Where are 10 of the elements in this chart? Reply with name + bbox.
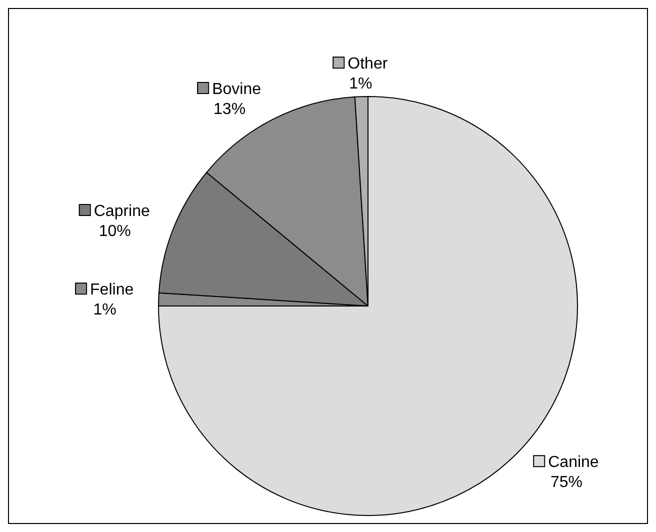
legend-label: Feline xyxy=(90,282,134,299)
data-label: 75% xyxy=(550,474,582,492)
data-label: 1% xyxy=(93,302,116,319)
data-label: 1% xyxy=(349,76,372,93)
legend-label: Bovine xyxy=(212,80,262,98)
legend-label: Other xyxy=(348,56,388,73)
data-label: 10% xyxy=(98,223,131,240)
legend-label: Canine xyxy=(548,454,599,472)
legend-label: Caprine xyxy=(94,203,150,220)
data-label: 13% xyxy=(214,100,246,118)
